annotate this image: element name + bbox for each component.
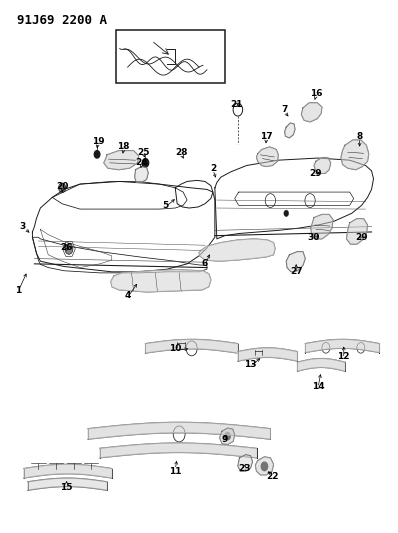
Text: 20: 20 xyxy=(56,182,68,191)
Text: 13: 13 xyxy=(244,360,257,369)
Polygon shape xyxy=(286,252,305,272)
Polygon shape xyxy=(111,270,211,292)
Text: 21: 21 xyxy=(230,100,243,109)
Text: 22: 22 xyxy=(266,472,279,481)
Text: 3: 3 xyxy=(20,222,25,231)
Text: 11: 11 xyxy=(169,467,181,475)
Text: 28: 28 xyxy=(175,148,187,157)
Text: 8: 8 xyxy=(357,132,363,141)
Polygon shape xyxy=(305,340,379,353)
Polygon shape xyxy=(238,348,297,361)
Text: 17: 17 xyxy=(260,132,273,141)
Polygon shape xyxy=(311,214,333,239)
Text: 9: 9 xyxy=(222,435,228,444)
Polygon shape xyxy=(104,151,139,169)
Polygon shape xyxy=(285,123,295,138)
Circle shape xyxy=(59,183,66,192)
Text: 27: 27 xyxy=(290,268,302,276)
Circle shape xyxy=(225,432,230,440)
Polygon shape xyxy=(256,147,278,166)
Polygon shape xyxy=(301,103,322,122)
Circle shape xyxy=(142,159,148,167)
Text: 1: 1 xyxy=(16,286,21,295)
Polygon shape xyxy=(341,140,369,169)
Polygon shape xyxy=(24,464,112,478)
Text: 30: 30 xyxy=(308,233,320,242)
Polygon shape xyxy=(347,219,368,244)
Bar xyxy=(116,30,225,83)
Text: 2: 2 xyxy=(210,164,216,173)
Circle shape xyxy=(284,210,289,216)
Text: 14: 14 xyxy=(312,382,324,391)
Polygon shape xyxy=(314,158,331,173)
Text: 25: 25 xyxy=(137,148,150,157)
Polygon shape xyxy=(145,340,238,353)
Polygon shape xyxy=(238,455,253,471)
Text: 5: 5 xyxy=(162,201,168,210)
Polygon shape xyxy=(88,422,270,439)
Text: 15: 15 xyxy=(60,482,72,491)
Polygon shape xyxy=(100,443,256,458)
Text: 26: 26 xyxy=(60,244,72,253)
Circle shape xyxy=(65,244,73,254)
Text: 23: 23 xyxy=(238,464,251,473)
Text: 16: 16 xyxy=(310,89,322,98)
Polygon shape xyxy=(28,478,107,490)
Text: 91J69 2200 A: 91J69 2200 A xyxy=(17,14,107,27)
Text: 29: 29 xyxy=(355,233,368,242)
Text: 6: 6 xyxy=(202,260,208,268)
Polygon shape xyxy=(297,359,345,371)
Text: 4: 4 xyxy=(125,291,131,300)
Text: 19: 19 xyxy=(92,137,104,146)
Circle shape xyxy=(94,151,100,158)
Circle shape xyxy=(261,462,267,471)
Text: 29: 29 xyxy=(310,169,322,178)
Text: 18: 18 xyxy=(117,142,130,151)
Polygon shape xyxy=(135,166,148,182)
Text: 7: 7 xyxy=(281,105,287,114)
Polygon shape xyxy=(199,239,275,261)
Text: 24: 24 xyxy=(135,158,148,167)
Polygon shape xyxy=(220,428,235,445)
Text: 12: 12 xyxy=(338,352,350,361)
Polygon shape xyxy=(256,457,273,475)
Text: 10: 10 xyxy=(169,344,181,353)
